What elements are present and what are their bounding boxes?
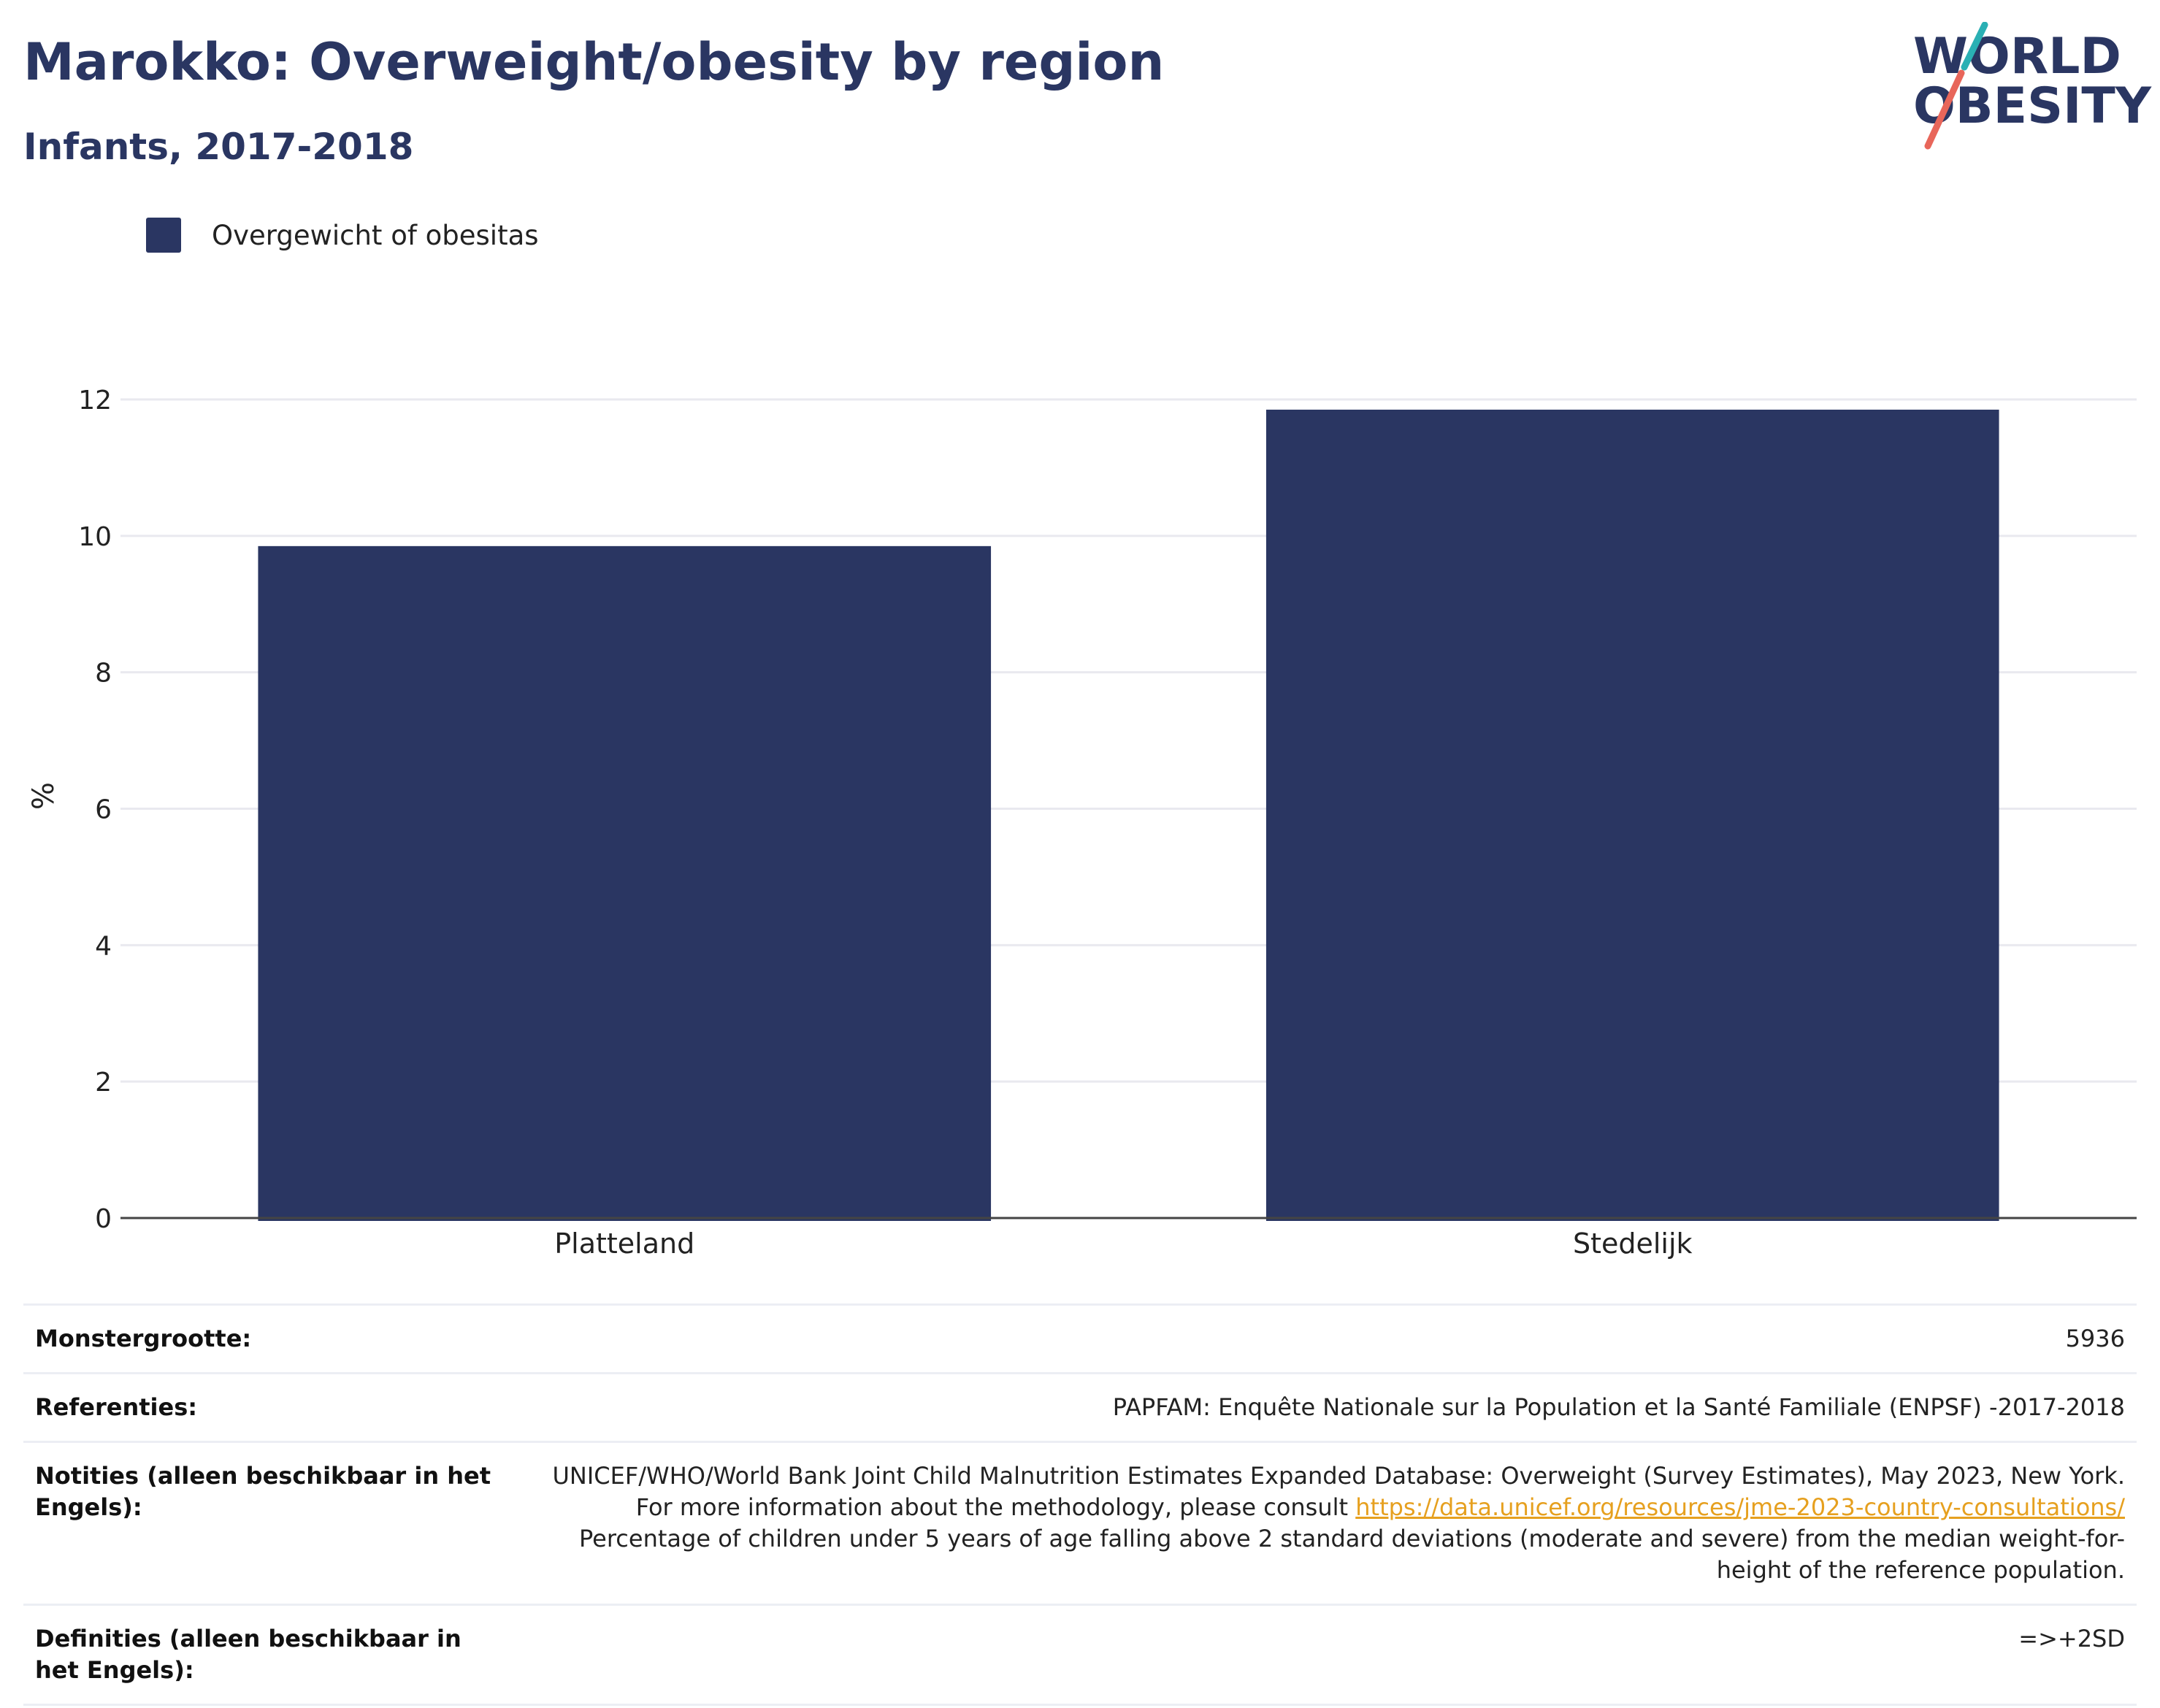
info-key: Notities (alleen beschikbaar in het Enge… [23, 1441, 514, 1606]
y-tick-label: 8 [95, 659, 112, 689]
chart-subtitle: Infants, 2017-2018 [23, 126, 414, 168]
chart-legend[interactable]: Overgewicht of obesitas [146, 216, 539, 254]
info-key: Definities (alleen beschikbaar in het En… [23, 1604, 514, 1706]
info-row-notes: Notities (alleen beschikbaar in het Enge… [23, 1441, 2137, 1606]
logo-word-world: WORLD [1913, 28, 2121, 85]
notes-text-after: Percentage of children under 5 years of … [579, 1525, 2125, 1584]
bar-chart: 0 2 4 6 8 10 12 Platteland Stedelijk [78, 386, 2137, 1260]
x-tick-label: Platteland [554, 1228, 694, 1260]
world-obesity-logo: WORLD OBESITY [1913, 22, 2152, 150]
notes-text: UNICEF/WHO/World Bank Joint Child Malnut… [552, 1462, 2126, 1521]
info-value: 5936 [514, 1304, 2137, 1374]
legend-label: Overgewicht of obesitas [212, 219, 539, 251]
info-row-references: Referenties: PAPFAM: Enquête Nationale s… [23, 1373, 2137, 1443]
legend-swatch [146, 218, 181, 253]
info-value: UNICEF/WHO/World Bank Joint Child Malnut… [514, 1441, 2137, 1606]
y-tick-label: 0 [95, 1204, 112, 1234]
y-tick-label: 10 [78, 522, 112, 552]
logo-slash-teal [1961, 22, 1988, 71]
y-tick-label: 2 [95, 1068, 112, 1098]
y-tick-label: 4 [95, 931, 112, 961]
info-table: Monstergrootte: 5936 Referenties: PAPFAM… [23, 1303, 2137, 1706]
info-value: PAPFAM: Enquête Nationale sur la Populat… [514, 1373, 2137, 1443]
info-row-definitions: Definities (alleen beschikbaar in het En… [23, 1604, 2137, 1706]
logo-slash-coral [1924, 69, 1965, 150]
info-row-sample-size: Monstergrootte: 5936 [23, 1304, 2137, 1374]
info-key: Monstergrootte: [23, 1304, 514, 1374]
bar-platteland[interactable] [258, 545, 992, 1221]
info-value: =>+2SD [514, 1604, 2137, 1706]
bar-stedelijk[interactable] [1265, 410, 1999, 1222]
chart-title: Marokko: Overweight/obesity by region [23, 32, 1165, 92]
y-tick-label: 12 [78, 386, 112, 415]
methodology-link[interactable]: https://data.unicef.org/resources/jme-20… [1355, 1493, 2125, 1521]
y-tick-label: 6 [95, 795, 112, 825]
info-key: Referenties: [23, 1373, 514, 1443]
x-tick-label: Stedelijk [1573, 1228, 1693, 1260]
